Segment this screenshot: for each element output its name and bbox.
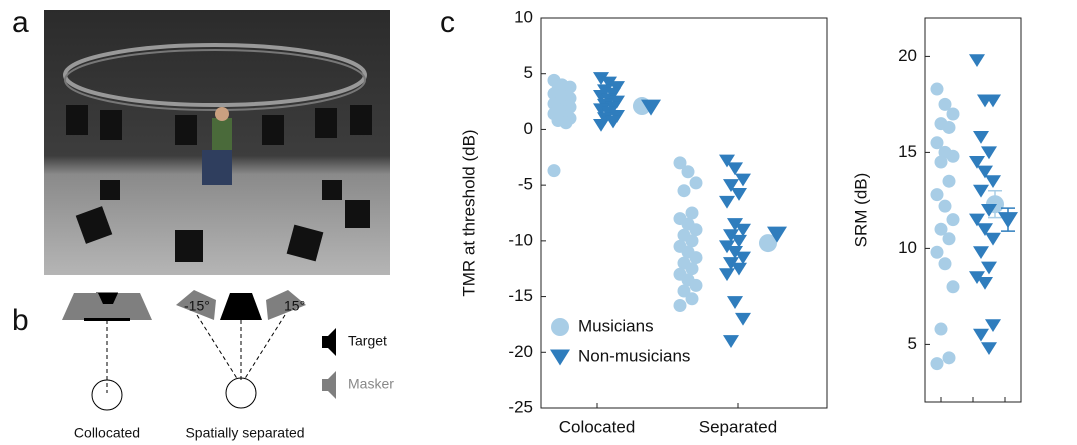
y-axis-label: SRM (dB) [851, 173, 870, 248]
data-point [731, 188, 747, 201]
data-point [735, 313, 751, 326]
data-point [931, 357, 944, 370]
data-point [931, 246, 944, 259]
data-point [690, 279, 703, 292]
data-point [947, 108, 960, 121]
data-point [593, 119, 609, 132]
y-tick-label: -5 [518, 175, 533, 194]
y-tick-label: 15 [898, 142, 917, 161]
data-point [678, 184, 691, 197]
data-point [548, 164, 561, 177]
data-point [674, 299, 687, 312]
panel-label: a [12, 6, 29, 39]
panel-label: c [440, 6, 455, 39]
data-point [943, 175, 956, 188]
data-point [973, 131, 989, 144]
condition-label: Collocated [74, 425, 140, 441]
y-tick-label: -25 [508, 397, 533, 416]
y-tick-label: 20 [898, 46, 917, 65]
angle-label: -15° [184, 298, 210, 314]
y-tick-label: 0 [524, 119, 533, 138]
data-point [969, 54, 985, 67]
data-point [935, 323, 948, 336]
y-axis-label: TMR at threshold (dB) [459, 129, 478, 296]
data-point [686, 262, 699, 275]
data-point [560, 116, 573, 129]
data-point [723, 335, 739, 348]
data-point [931, 83, 944, 96]
data-point [690, 176, 703, 189]
y-tick-label: 5 [524, 63, 533, 82]
y-tick-label: 5 [908, 334, 917, 353]
y-tick-label: -10 [508, 230, 533, 249]
data-point [973, 246, 989, 259]
data-point [947, 213, 960, 226]
data-point [947, 280, 960, 293]
data-point [727, 162, 743, 175]
y-tick-label: 10 [514, 7, 533, 26]
legend-label: Musicians [578, 316, 654, 335]
data-point [605, 116, 621, 129]
data-point [686, 234, 699, 247]
condition-label: Spatially separated [185, 425, 304, 441]
data-point [719, 196, 735, 209]
data-point [719, 268, 735, 281]
panel-label: b [12, 304, 29, 337]
angle-label: 15° [284, 298, 305, 314]
mean-marker [998, 212, 1018, 228]
x-tick-label: Colocated [559, 417, 636, 436]
data-point [977, 277, 993, 290]
data-point [939, 257, 952, 270]
data-point [690, 251, 703, 264]
y-tick-label: -20 [508, 342, 533, 361]
y-tick-label: 10 [898, 238, 917, 257]
data-point [939, 200, 952, 213]
photo [44, 10, 390, 275]
data-point [947, 150, 960, 163]
data-point [943, 232, 956, 245]
data-point [973, 329, 989, 342]
plot-frame [925, 18, 1021, 402]
data-point [931, 188, 944, 201]
y-tick-label: -15 [508, 286, 533, 305]
legend-label: Masker [348, 376, 394, 392]
data-point [935, 156, 948, 169]
data-point [686, 207, 699, 220]
data-point [985, 233, 1001, 246]
data-point [943, 351, 956, 364]
data-point [686, 292, 699, 305]
legend-label: Non-musicians [578, 346, 690, 365]
mean-marker [551, 318, 569, 336]
data-point [682, 165, 695, 178]
data-point [690, 223, 703, 236]
data-point [727, 296, 743, 309]
data-point [981, 342, 997, 355]
figure: a b c -15° 15° Target Masker [0, 0, 1077, 445]
x-tick-label: Separated [699, 417, 777, 436]
data-point [943, 121, 956, 134]
legend-label: Target [348, 333, 387, 349]
data-point [973, 185, 989, 198]
mean-marker [550, 350, 570, 366]
